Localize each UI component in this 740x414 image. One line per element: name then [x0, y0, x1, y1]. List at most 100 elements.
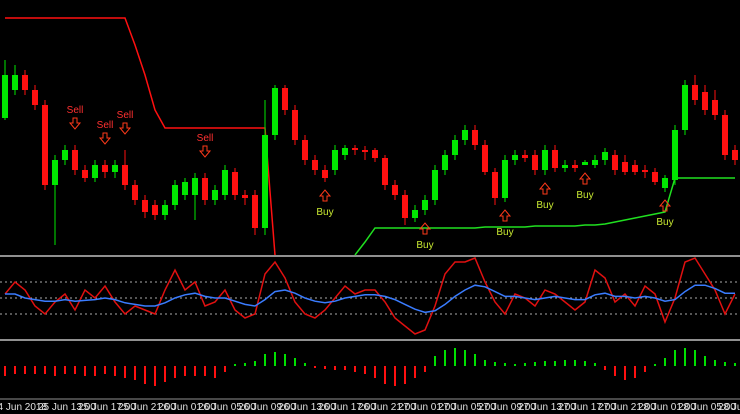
candle-body	[712, 100, 718, 115]
histogram-bar	[254, 361, 256, 366]
candle-body	[102, 165, 108, 172]
candle-body	[172, 185, 178, 205]
histogram-bar	[234, 364, 236, 366]
histogram-bar	[4, 366, 6, 376]
x-tick-label: 27 Jun 17:00	[558, 402, 616, 413]
histogram-bar	[654, 364, 656, 366]
stop-line-upper	[5, 17, 276, 256]
buy-label: Buy	[576, 190, 593, 201]
histogram-bar	[194, 366, 196, 376]
candle-body	[212, 190, 218, 200]
histogram-bar	[284, 354, 286, 366]
candle-body	[512, 155, 518, 160]
histogram-bar	[354, 366, 356, 372]
histogram-bar	[154, 366, 156, 386]
buy-arrow	[538, 182, 552, 195]
histogram-bar	[94, 366, 96, 376]
sell-arrow	[68, 117, 82, 130]
x-tick-label: 27 Jun 13:00	[518, 402, 576, 413]
histogram-bar	[84, 366, 86, 376]
candle-body	[242, 195, 248, 198]
histogram-bar	[474, 354, 476, 366]
stop-line-lower	[354, 177, 735, 256]
candle-body	[202, 178, 208, 200]
histogram-bar	[264, 354, 266, 366]
candle-body	[732, 150, 738, 160]
candle-body	[462, 130, 468, 140]
x-tick-label: 28 Jun 05:00	[678, 402, 736, 413]
sell-arrow	[98, 132, 112, 145]
x-tick-label: 25 Jun 21:00	[118, 402, 176, 413]
candle-body	[622, 162, 628, 172]
x-tick-label: 27 Jun 01:00	[398, 402, 456, 413]
histogram-bar	[54, 366, 56, 376]
histogram-bar	[224, 366, 226, 372]
sell-label: Sell	[117, 110, 134, 121]
histogram-bar	[364, 366, 366, 374]
buy-arrow	[418, 222, 432, 235]
histogram-bar	[574, 360, 576, 366]
x-tick-label: 26 Jun 17:00	[318, 402, 376, 413]
histogram-bar	[554, 361, 556, 366]
candle-body	[582, 162, 588, 165]
x-tick-label: 25 Jun 13:00	[38, 402, 96, 413]
histogram-bar	[414, 366, 416, 378]
candle-body	[502, 160, 508, 198]
histogram-bar	[584, 361, 586, 366]
histogram-bar	[694, 350, 696, 366]
sell-label: Sell	[197, 133, 214, 144]
candle-body	[402, 195, 408, 218]
histogram-bar	[714, 360, 716, 366]
candle-body	[192, 178, 198, 195]
histogram-bar	[134, 366, 136, 380]
histogram-bar	[484, 360, 486, 366]
candle-body	[492, 172, 498, 198]
histogram-bar	[634, 366, 636, 378]
histogram-bar	[64, 366, 66, 374]
histogram-bar	[14, 366, 16, 374]
x-tick-label: 27 Jun 09:00	[478, 402, 536, 413]
histogram-bar	[494, 362, 496, 366]
histogram-bar	[444, 350, 446, 366]
x-tick-label: 26 Jun 21:00	[358, 402, 416, 413]
candle-body	[452, 140, 458, 155]
x-tick-label: 26 Jun 01:00	[158, 402, 216, 413]
oscillator-line	[4, 257, 736, 335]
candle-body	[692, 85, 698, 100]
candle-body	[142, 200, 148, 212]
histogram-bar	[394, 366, 396, 386]
candle-body	[642, 170, 648, 172]
buy-arrow	[498, 209, 512, 222]
candle-body	[662, 178, 668, 188]
sell-arrow	[198, 145, 212, 158]
candle-body	[252, 195, 258, 228]
histogram-bar	[404, 366, 406, 384]
candle-body	[412, 210, 418, 218]
candle-body	[72, 150, 78, 170]
candle-body	[632, 165, 638, 172]
candle-body	[22, 75, 28, 90]
candle-body	[552, 150, 558, 168]
histogram-bar	[174, 366, 176, 378]
candle-body	[232, 172, 238, 195]
candle-body	[532, 155, 538, 170]
candle-body	[542, 150, 548, 170]
x-tick-label: 24 Jun 2018	[0, 402, 47, 413]
histogram-bar	[34, 366, 36, 374]
candle-body	[262, 135, 268, 228]
x-tick-label: 26 Jun 09:00	[238, 402, 296, 413]
histogram-bar	[734, 363, 736, 366]
histogram-bar	[184, 366, 186, 376]
candle-body	[432, 170, 438, 200]
candle-body	[122, 165, 128, 185]
candle-body	[52, 160, 58, 185]
buy-label: Buy	[656, 217, 673, 228]
candle-body	[372, 150, 378, 158]
candle-body	[292, 110, 298, 140]
histogram-bar	[614, 366, 616, 376]
histogram-bar	[114, 366, 116, 376]
signal-line	[5, 284, 735, 314]
x-tick-label: 27 Jun 05:00	[438, 402, 496, 413]
